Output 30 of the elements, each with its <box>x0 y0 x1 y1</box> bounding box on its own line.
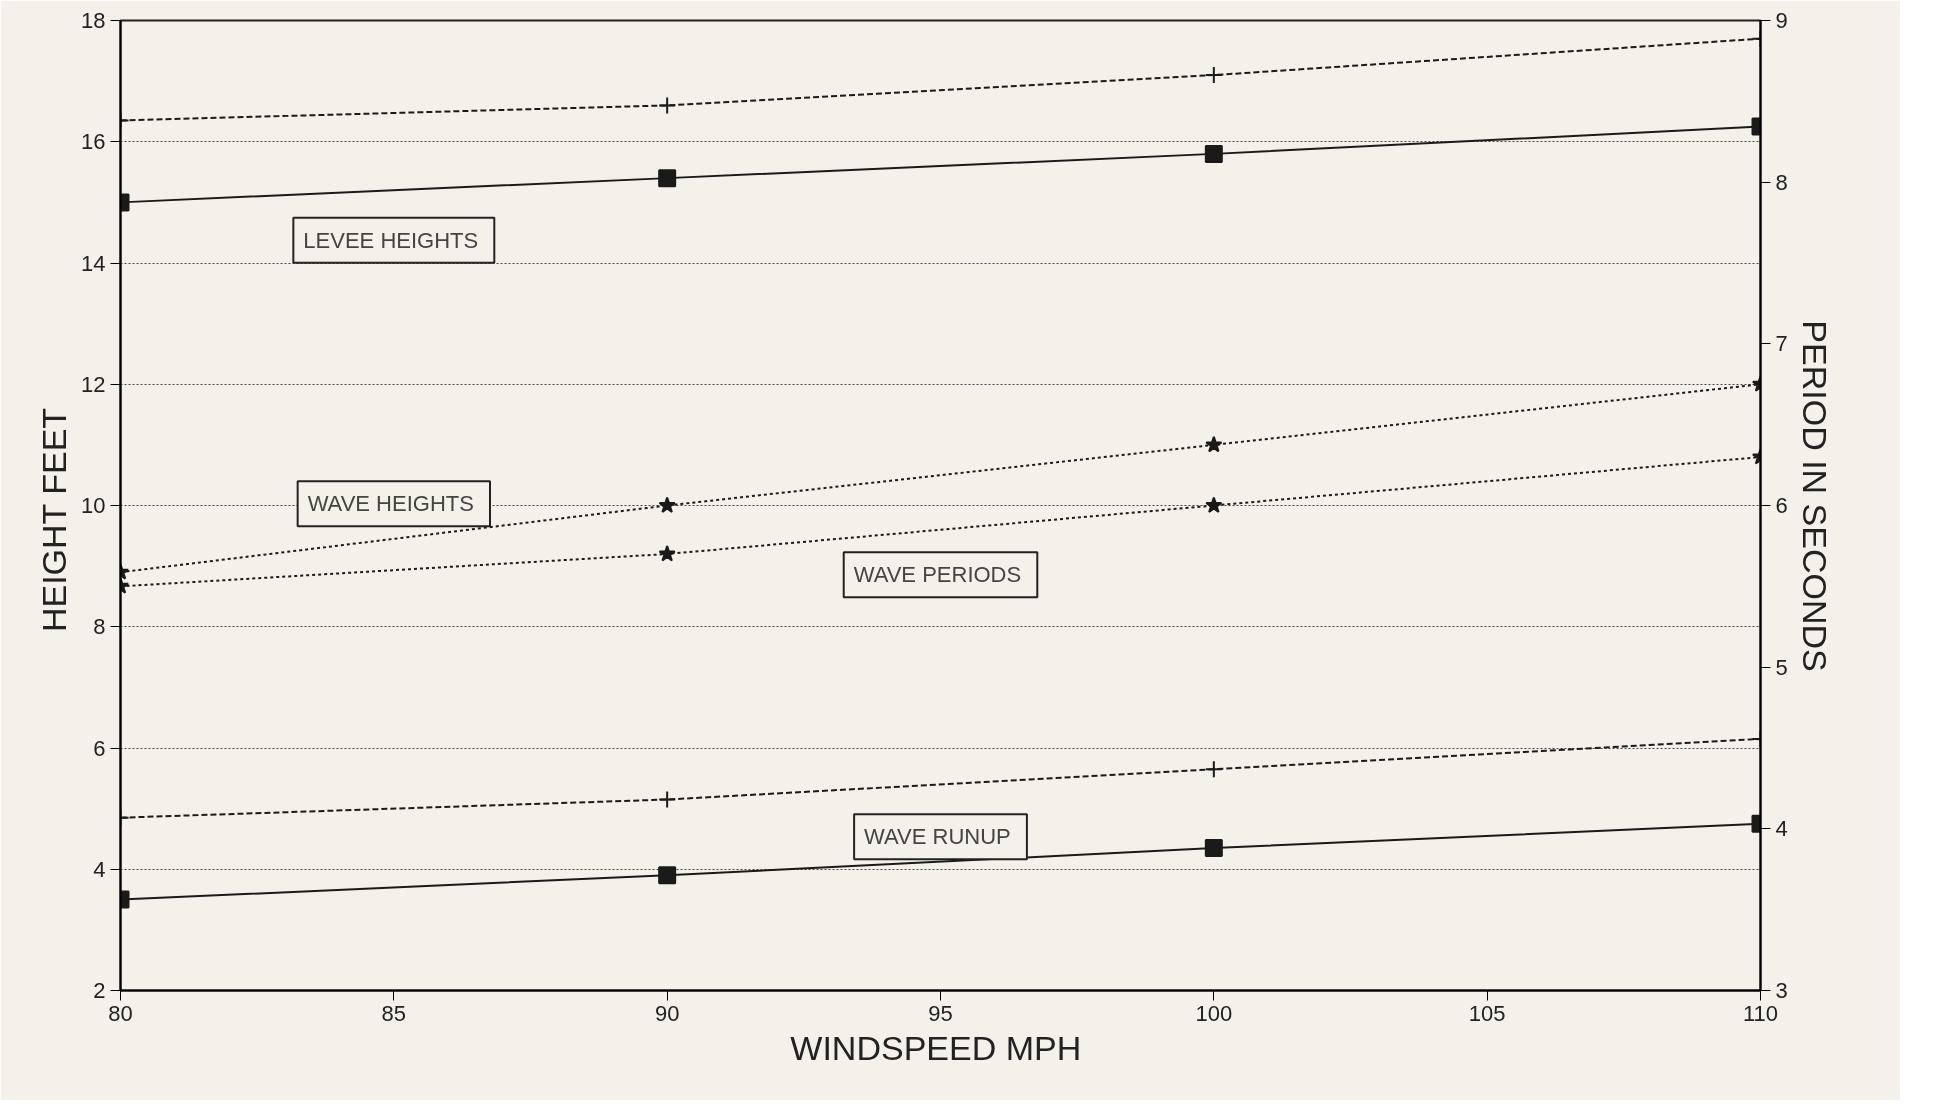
y2-tick-label: 6 <box>1775 493 1788 518</box>
y-tick-label: 2 <box>93 978 106 1003</box>
x-tick-label: 90 <box>654 1000 680 1026</box>
x-tick-label: 100 <box>1195 1000 1233 1026</box>
series-label: WAVE RUNUP <box>864 824 1011 850</box>
y2-tick-label: 5 <box>1775 654 1788 680</box>
y-tick-label: 12 <box>81 371 106 397</box>
y-tick-label: 4 <box>93 856 106 882</box>
x-tick-label: 85 <box>381 1000 407 1026</box>
y-tick-label: 14 <box>81 250 106 276</box>
y2-tick-label: 4 <box>1775 816 1788 842</box>
series-label: WAVE PERIODS <box>853 562 1022 588</box>
y-tick-label: 8 <box>93 614 106 640</box>
y-tick-label: 18 <box>81 8 106 33</box>
y2-axis-title: PERIOD IN SECONDS <box>1795 320 1834 672</box>
series-label: LEVEE HEIGHTS <box>303 227 479 253</box>
y2-tick-label: 7 <box>1775 331 1788 357</box>
x-tick-label: 105 <box>1468 1000 1506 1026</box>
x-tick-label: 80 <box>108 1000 133 1026</box>
series-label: WAVE HEIGHTS <box>307 491 474 517</box>
y2-tick-label: 3 <box>1775 978 1788 1003</box>
y-tick-label: 16 <box>81 129 106 155</box>
y2-tick-label: 9 <box>1775 8 1788 33</box>
y-tick-label: 6 <box>93 735 106 761</box>
x-tick-label: 95 <box>928 1000 953 1026</box>
y-tick-label: 10 <box>81 493 106 518</box>
x-axis-title: WINDSPEED MPH <box>790 1028 1082 1067</box>
y-axis-title: HEIGHT FEET <box>35 407 74 633</box>
y2-tick-label: 8 <box>1775 169 1788 195</box>
x-tick-label: 110 <box>1742 1000 1779 1026</box>
